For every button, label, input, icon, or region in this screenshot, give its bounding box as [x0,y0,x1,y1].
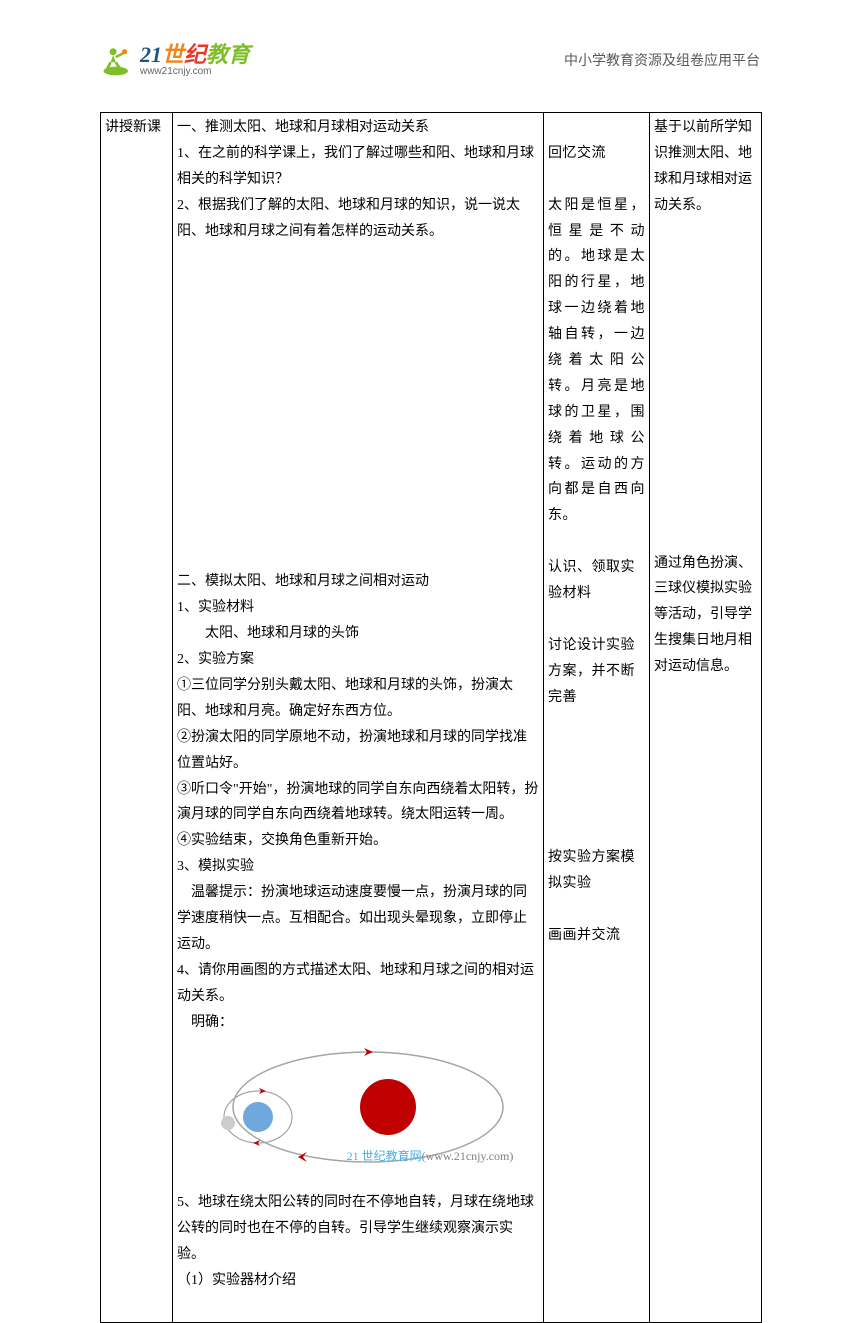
page-header: 21世纪教育 www21cnjy.com 中小学教育资源及组卷应用平台 [0,30,860,90]
activity: 认识、领取实验材料 [548,555,645,607]
row-label: 讲授新课 [101,113,173,1323]
paragraph: ④实验结束，交换角色重新开始。 [177,828,539,854]
paragraph: 2、实验方案 [177,647,539,673]
activity: 画画并交流 [548,923,645,949]
student-activity-cell: 回忆交流 太阳是恒星，恒星是不动的。地球是太阳的行星，地球一边绕着地轴自转，一边… [544,113,650,1323]
activity: 太阳是恒星，恒星是不动的。地球是太阳的行星，地球一边绕着地轴自转，一边绕着太阳公… [548,193,645,530]
intent: 基于以前所学知识推测太阳、地球和月球相对运动关系。 [654,115,757,219]
section2-title: 二、模拟太阳、地球和月球之间相对运动 [177,569,539,595]
logo: 21世纪教育 www21cnjy.com [100,43,250,78]
paragraph: 1、在之前的科学课上，我们了解过哪些和阳、地球和月球相关的科学知识？ [177,141,539,193]
footer-url: (www.21cnjy.com) [422,1149,514,1163]
section1-title: 一、推测太阳、地球和月球相对运动关系 [177,115,539,141]
activity: 讨论设计实验方案，并不断完善 [548,633,645,711]
logo-icon [100,43,135,78]
logo-ji: 纪 [184,42,206,67]
logo-text: 21世纪教育 [140,44,250,66]
content-cell: 一、推测太阳、地球和月球相对运动关系 1、在之前的科学课上，我们了解过哪些和阳、… [173,113,544,1323]
paragraph: ②扮演太阳的同学原地不动，扮演地球和月球的同学找准位置站好。 [177,725,539,777]
paragraph: ③听口令"开始"，扮演地球的同学自东向西绕着太阳转，扮演月球的同学自东向西绕着地… [177,777,539,829]
header-subtitle: 中小学教育资源及组卷应用平台 [564,50,760,70]
lesson-table: 讲授新课 一、推测太阳、地球和月球相对运动关系 1、在之前的科学课上，我们了解过… [100,112,762,1323]
paragraph: 1、实验材料 [177,595,539,621]
paragraph: 4、请你用画图的方式描述太阳、地球和月球之间的相对运动关系。 [177,958,539,1010]
design-intent-cell: 基于以前所学知识推测太阳、地球和月球相对运动关系。 通过角色扮演、三球仪模拟实验… [650,113,762,1323]
logo-num: 21 [140,42,162,67]
footer-brand: 21 世纪教育网 [347,1149,422,1163]
page-footer: 21 世纪教育网(www.21cnjy.com) [0,1147,860,1164]
paragraph: 2、根据我们了解的太阳、地球和月球的知识，说一说太阳、地球和月球之间有着怎样的运… [177,193,539,245]
logo-shi: 世 [162,42,184,67]
paragraph: 温馨提示：扮演地球运动速度要慢一点，扮演月球的同学速度稍快一点。互相配合。如出现… [177,880,539,958]
paragraph: （1）实验器材介绍 [177,1268,539,1294]
paragraph: ①三位同学分别头戴太阳、地球和月球的头饰，扮演太阳、地球和月亮。确定好东西方位。 [177,673,539,725]
paragraph: 3、模拟实验 [177,854,539,880]
paragraph: 5、地球在绕太阳公转的同时在不停地自转，月球在绕地球公转的同时也在不停的自转。引… [177,1190,539,1268]
tip-text: 温馨提示：扮演地球运动速度要慢一点，扮演月球的同学速度稍快一点。互相配合。如出现… [177,885,527,952]
paragraph: 太阳、地球和月球的头饰 [177,621,539,647]
clarify-text: 明确： [191,1015,233,1030]
logo-rest: 教育 [206,42,250,67]
activity: 回忆交流 [548,141,645,167]
logo-url: www21cnjy.com [140,66,250,77]
intent: 通过角色扮演、三球仪模拟实验等活动，引导学生搜集日地月相对运动信息。 [654,551,757,680]
paragraph: 明确： [177,1010,539,1036]
activity: 按实验方案模拟实验 [548,845,645,897]
